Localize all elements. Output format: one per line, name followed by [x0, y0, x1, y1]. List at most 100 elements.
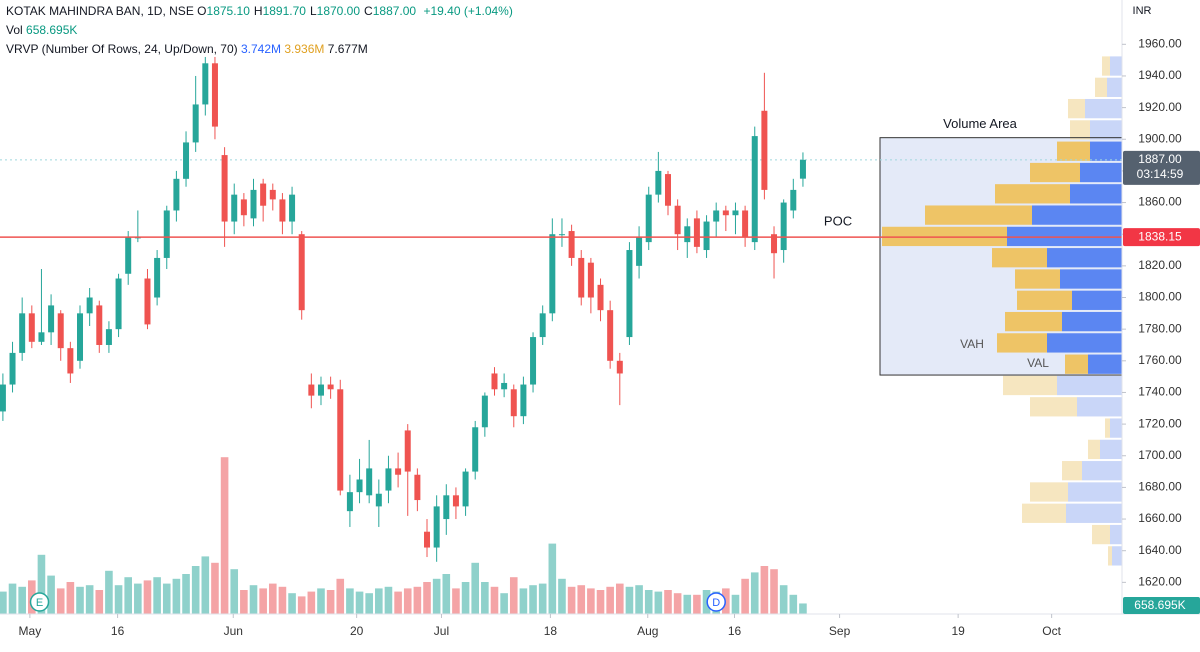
- candle-body: [96, 305, 103, 345]
- profile-down: [1015, 269, 1060, 289]
- x-tick-label: 20: [350, 624, 364, 638]
- current-price-badge: [1123, 150, 1200, 185]
- x-tick-label: Aug: [637, 624, 658, 638]
- candle-body: [404, 430, 411, 472]
- profile-down: [1108, 546, 1112, 566]
- ohlc-value: 1870.00: [316, 4, 361, 18]
- y-tick-label: 1780.00: [1138, 321, 1182, 335]
- candle-body: [713, 210, 720, 222]
- countdown-label: 03:14:59: [1137, 167, 1184, 181]
- vrvp-down: 3.936M: [284, 42, 325, 56]
- candle-body: [385, 468, 392, 491]
- candle-body: [568, 231, 575, 258]
- candle-body: [163, 210, 170, 258]
- candle-body: [298, 234, 305, 311]
- candle-body: [154, 257, 161, 298]
- vrvp-up: 3.742M: [241, 42, 282, 56]
- candle-body: [9, 352, 16, 385]
- y-tick-label: 1740.00: [1138, 385, 1182, 399]
- volume-bar: [683, 594, 692, 614]
- candle-body: [250, 189, 257, 219]
- volume-bar: [143, 580, 152, 614]
- y-tick-label: 1660.00: [1138, 511, 1182, 525]
- profile-down: [1030, 397, 1077, 417]
- candle-body: [655, 170, 662, 195]
- candle-body: [607, 310, 614, 361]
- val-label: VAL: [1027, 356, 1049, 370]
- candle-body: [491, 373, 498, 390]
- volume-bar: [500, 593, 508, 614]
- profile-down: [1057, 141, 1090, 161]
- profile-down: [1088, 439, 1100, 460]
- candle-body: [433, 506, 440, 548]
- candle-body: [173, 178, 180, 211]
- candle-body: [105, 329, 112, 345]
- profile-down: [1030, 162, 1080, 183]
- candle-body: [799, 159, 806, 179]
- volume-bar: [606, 586, 614, 614]
- volume-bar: [0, 591, 7, 614]
- candle-body: [125, 237, 132, 274]
- change: +19.40 (+1.04%): [423, 4, 513, 18]
- candle-body: [587, 262, 594, 298]
- y-tick-label: 1680.00: [1138, 480, 1182, 494]
- candle-body: [732, 210, 739, 216]
- ohlc-value: 1875.10: [206, 4, 250, 18]
- profile-down: [1070, 120, 1090, 140]
- profile-up: [1090, 141, 1122, 161]
- profile-down: [1017, 290, 1072, 310]
- profile-up: [1032, 205, 1122, 225]
- profile-up: [1066, 503, 1122, 523]
- volume-bar: [317, 588, 325, 614]
- candle-body: [346, 492, 353, 512]
- y-tick-label: 1820.00: [1138, 258, 1182, 272]
- volume-bar: [779, 585, 788, 614]
- candle-body: [703, 221, 710, 251]
- candle-body: [645, 194, 652, 243]
- vah-label: VAH: [960, 337, 984, 351]
- volume-bar: [403, 588, 412, 614]
- volume-bar: [240, 590, 248, 614]
- volume-bar: [423, 582, 431, 614]
- candle-body: [183, 142, 190, 179]
- candle-body: [231, 194, 238, 222]
- volume-bar: [567, 586, 576, 614]
- candle-body: [192, 104, 199, 143]
- profile-up: [1085, 98, 1122, 119]
- volume-bar: [259, 588, 267, 614]
- volume-bar: [731, 594, 740, 614]
- candle-body: [115, 278, 122, 330]
- candle-body: [510, 389, 517, 417]
- profile-down: [992, 248, 1047, 268]
- candle-body: [202, 63, 209, 105]
- volume-bar: [326, 590, 335, 614]
- volume-bar: [249, 585, 258, 614]
- volume-bar: [134, 583, 142, 614]
- volume-bar: [529, 585, 537, 614]
- volume-bar: [56, 588, 65, 614]
- candle-body: [240, 199, 247, 216]
- candle-body: [481, 395, 488, 428]
- y-tick-label: 1760.00: [1138, 353, 1182, 367]
- y-tick-label: 1800.00: [1138, 290, 1182, 304]
- y-tick-label: 1720.00: [1138, 416, 1182, 430]
- candle-body: [761, 110, 768, 190]
- candle-body: [144, 278, 151, 325]
- candle-body: [19, 313, 26, 353]
- profile-up: [1112, 546, 1122, 566]
- profile-down: [1092, 524, 1110, 545]
- candle-body: [38, 332, 45, 342]
- candle-body: [530, 337, 537, 385]
- candle-body: [317, 384, 324, 396]
- ohlc-value: 1891.70: [262, 4, 306, 18]
- volume-bar: [307, 591, 316, 614]
- candle-body: [472, 427, 479, 472]
- volume-bar: [355, 591, 364, 614]
- volume-bar: [182, 574, 190, 614]
- profile-up: [1082, 461, 1122, 481]
- volume-bar: [577, 585, 586, 614]
- volume-bar: [153, 577, 161, 614]
- y-tick-label: 1620.00: [1138, 575, 1182, 589]
- profile-down: [925, 205, 1032, 225]
